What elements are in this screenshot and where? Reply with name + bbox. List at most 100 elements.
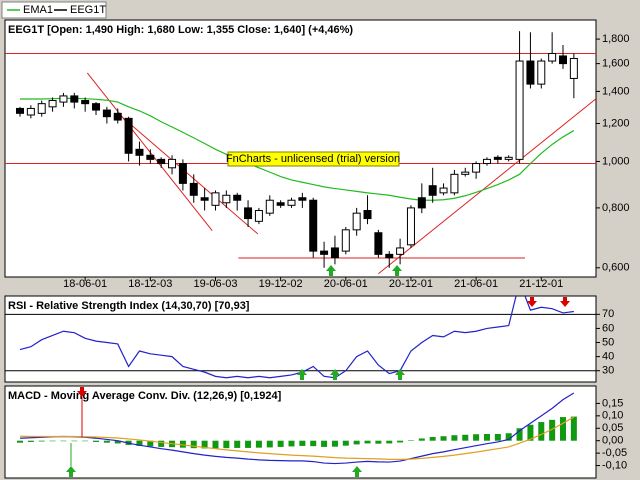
- candle-body: [559, 55, 567, 65]
- candle-body: [374, 232, 383, 255]
- y-tick-label: 40: [602, 351, 614, 363]
- trend-line: [119, 114, 259, 235]
- histogram-bar: [201, 440, 208, 449]
- x-tick-label: 18-06-01: [63, 278, 107, 290]
- histogram-bar: [234, 440, 241, 448]
- histogram-bar: [277, 440, 284, 447]
- candle-body: [276, 202, 285, 206]
- y-tick-label: 0,600: [602, 262, 630, 274]
- histogram-bar: [321, 440, 328, 447]
- series-line: [19, 296, 574, 379]
- histogram-bar: [494, 433, 501, 441]
- candle-body: [92, 103, 101, 111]
- histogram-bar: [93, 440, 100, 442]
- histogram-bar: [549, 419, 556, 441]
- candle-body: [16, 107, 24, 114]
- signal-arrow: [395, 369, 405, 380]
- candle-body: [146, 154, 155, 160]
- candle-body: [537, 60, 546, 85]
- candle-body: [254, 210, 263, 222]
- signal-arrow: [392, 265, 402, 276]
- candle-body: [37, 103, 46, 114]
- candle-body: [222, 194, 231, 204]
- y-tick-label: 50: [602, 336, 614, 348]
- candle-body: [26, 107, 35, 116]
- histogram-bar: [255, 440, 262, 448]
- y-tick-label: 1,400: [602, 85, 630, 97]
- panel-title: EEG1T [Open: 1,490 High: 1,680 Low: 1,35…: [8, 24, 353, 36]
- y-tick-label: 60: [602, 322, 614, 334]
- y-tick-label: 1,000: [602, 155, 630, 167]
- legend-label: EMA1: [23, 4, 53, 16]
- histogram-bar: [407, 440, 414, 441]
- signal-arrow: [326, 265, 336, 276]
- plot-area: [5, 296, 596, 379]
- histogram-bar: [386, 440, 393, 444]
- histogram-bar: [299, 440, 306, 446]
- watermark-box: [227, 151, 400, 167]
- x-tick-label: 20-12-01: [389, 278, 433, 290]
- histogram-bar: [538, 422, 545, 441]
- y-tick-label: 0,05: [602, 422, 623, 434]
- candle-body: [493, 156, 502, 160]
- y-tick-label: -0,10: [602, 459, 627, 471]
- histogram-bar: [288, 440, 295, 447]
- candle-body: [309, 199, 318, 252]
- y-tick-label: 1,200: [602, 117, 630, 129]
- histogram-bar: [560, 417, 566, 441]
- y-tick-label: 0,800: [602, 202, 630, 214]
- histogram-bar: [245, 440, 252, 448]
- y-tick-label: 1,800: [602, 33, 630, 45]
- histogram-bar: [136, 440, 143, 446]
- candle-body: [417, 197, 426, 209]
- signal-arrow: [77, 387, 87, 397]
- histogram-bar: [364, 440, 371, 444]
- histogram-bar: [353, 440, 360, 445]
- candle-body: [157, 158, 166, 165]
- x-tick-label: 19-12-02: [259, 278, 303, 290]
- x-tick-label: 21-06-01: [454, 278, 498, 290]
- y-tick-label: 0,00: [602, 435, 623, 447]
- panel: [4, 295, 597, 383]
- candle-body: [244, 207, 253, 220]
- candle-body: [265, 199, 274, 214]
- candle-body: [515, 60, 524, 160]
- candle-body: [59, 95, 68, 103]
- histogram-bar: [103, 440, 110, 443]
- candle-body: [102, 109, 111, 118]
- histogram-bar: [49, 440, 56, 442]
- histogram-bar: [190, 440, 197, 449]
- histogram-bar: [179, 440, 186, 448]
- candle-body: [385, 253, 394, 259]
- candle-body: [363, 210, 372, 220]
- signal-arrow: [330, 369, 340, 380]
- histogram-bar: [38, 440, 45, 442]
- candle-body: [124, 117, 133, 154]
- series-line: [20, 97, 575, 201]
- histogram-bar: [429, 436, 436, 441]
- legend: EMA1 EEG1T: [1, 1, 107, 19]
- candle-body: [472, 163, 481, 173]
- signal-arrow: [560, 297, 570, 307]
- panel-title: MACD - Moving Average Conv. Div. (12,26,…: [8, 390, 282, 402]
- histogram-bar: [60, 440, 67, 442]
- histogram-bar: [397, 440, 404, 443]
- candle-body: [113, 112, 122, 121]
- y-tick-label: 1,600: [602, 58, 630, 70]
- signal-arrow: [297, 369, 307, 380]
- panel: [4, 19, 597, 278]
- candle-body: [168, 158, 177, 169]
- histogram-bar: [331, 440, 338, 447]
- plot-area: [17, 392, 577, 465]
- histogram-bar: [505, 433, 512, 441]
- signal-arrow: [66, 466, 76, 477]
- histogram-bar: [223, 440, 230, 449]
- series-line: [19, 416, 575, 460]
- candle-body: [504, 156, 513, 160]
- histogram-bar: [451, 435, 458, 441]
- candle-body: [548, 52, 557, 62]
- candle-body: [320, 250, 329, 255]
- panel-title: RSI - Relative Strength Index (14,30,70)…: [8, 300, 250, 312]
